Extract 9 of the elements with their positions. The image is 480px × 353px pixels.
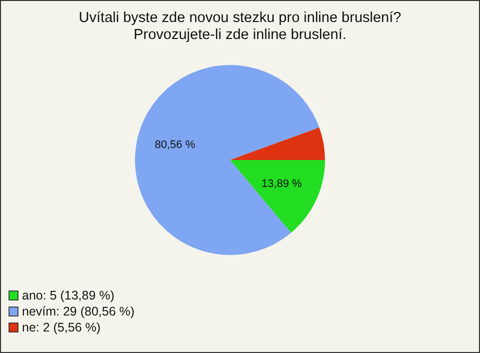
legend-label: nevím: 29 (80,56 %) <box>22 304 135 318</box>
chart-title: Uvítali byste zde novou stezku pro inline bruslení? Provozujete-li zde inline bruslení. <box>78 10 402 43</box>
pie-slice <box>230 127 325 160</box>
legend-label: ne: 2 (5,56 %) <box>22 320 101 334</box>
pie-slice <box>230 160 325 233</box>
data-label: 80,56 % <box>154 139 196 152</box>
legend-label: ano: 5 (13,89 %) <box>22 288 114 302</box>
pie-slice <box>135 65 320 255</box>
data-label: 13,89 % <box>261 178 302 190</box>
